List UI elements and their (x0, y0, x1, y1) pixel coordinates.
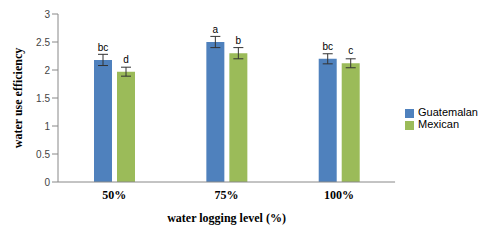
html-text:Mexican: Mexican (418, 118, 459, 130)
svg-text:2: 2 (44, 65, 50, 76)
svg-text:water logging level (%): water logging level (%) (167, 211, 286, 225)
svg-text:1.5: 1.5 (36, 93, 50, 104)
svg-text:3: 3 (44, 9, 50, 20)
svg-text:water use efficiency: water use efficiency (11, 48, 25, 148)
svg-text:c: c (348, 45, 353, 56)
svg-text:bc: bc (98, 42, 109, 53)
svg-text:50%: 50% (102, 188, 126, 202)
svg-text:0.5: 0.5 (36, 149, 50, 160)
svg-text:bc: bc (322, 41, 333, 52)
svg-text:a: a (213, 24, 219, 35)
svg-text:2.5: 2.5 (36, 37, 50, 48)
svg-text:75%: 75% (215, 188, 239, 202)
html-text:Guatemalan: Guatemalan (418, 106, 478, 118)
svg-text:0: 0 (44, 177, 50, 188)
svg-text:1: 1 (44, 121, 50, 132)
svg-text:b: b (236, 35, 242, 46)
svg-text:d: d (123, 54, 129, 65)
svg-text:100%: 100% (324, 188, 354, 202)
